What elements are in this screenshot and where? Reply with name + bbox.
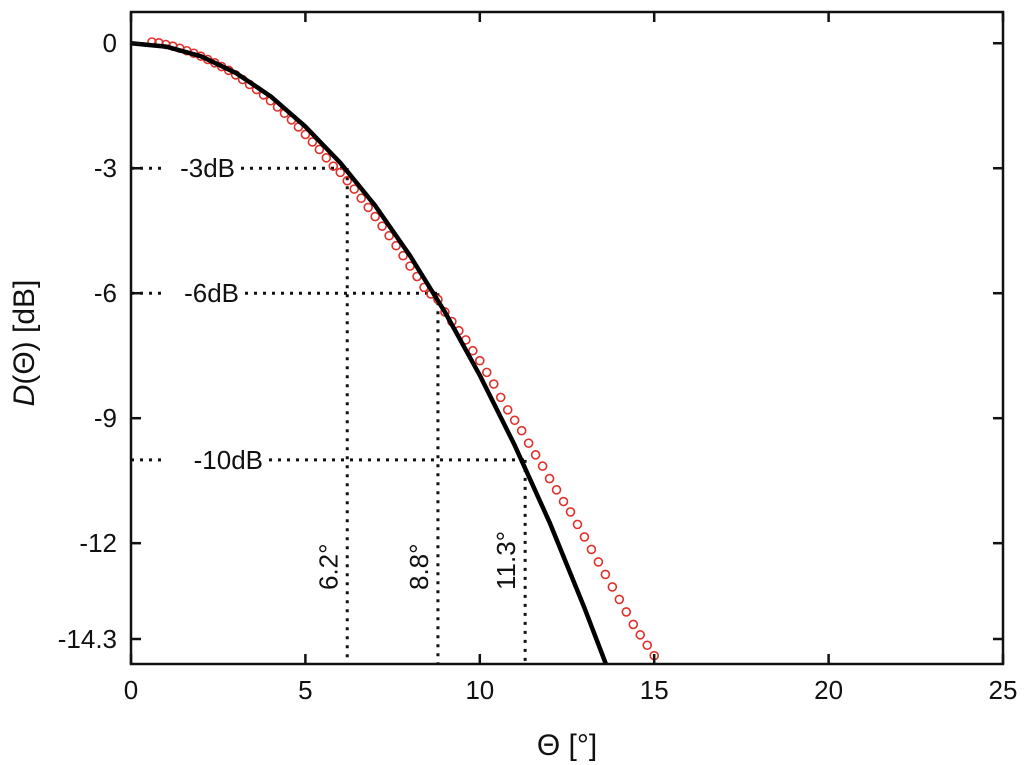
measured-point (502, 405, 513, 415)
measured-point (572, 519, 583, 530)
ticks-layer: 0 5 10 15 20 25 0 -3 -6 -9 -12 -14.3 (58, 12, 1018, 705)
measured-point (377, 221, 387, 231)
measured-point (523, 438, 534, 448)
measured-point (565, 507, 576, 517)
measured-point (384, 230, 394, 241)
measured-point (370, 211, 380, 222)
x-tick-label: 0 (124, 675, 138, 705)
measured-point (356, 193, 367, 204)
measured-point (398, 250, 408, 261)
measured-point (474, 355, 485, 366)
measured-point (335, 167, 346, 178)
model-curve (131, 40, 609, 664)
angle-label: 8.8° (404, 543, 434, 590)
y-tick-label: -6 (94, 278, 117, 308)
measured-point (349, 184, 360, 194)
measured-point (391, 240, 401, 251)
measured-point (607, 582, 618, 592)
measured-point (314, 144, 325, 155)
measured-point (544, 473, 555, 484)
measured-point (300, 129, 311, 140)
measured-point (495, 392, 506, 403)
y-tick-label: -9 (94, 403, 117, 433)
plot-frame (129, 10, 1005, 666)
x-tick-label: 15 (640, 675, 669, 705)
measured-point (628, 619, 639, 630)
x-tick-label: 25 (989, 675, 1018, 705)
x-axis-title: Θ [°] (537, 729, 597, 762)
x-tick-label: 5 (298, 675, 312, 705)
measured-point (621, 607, 632, 617)
measured-point (642, 640, 653, 651)
y-tick-label: 0 (103, 28, 117, 58)
x-tick-label: 10 (465, 675, 494, 705)
measured-point (600, 569, 611, 580)
y-tick-label: -12 (79, 528, 117, 558)
y-tick-label: -3 (94, 153, 117, 183)
measured-point (328, 161, 339, 171)
measured-point (307, 137, 318, 147)
measured-point (558, 496, 569, 507)
measured-point (468, 345, 478, 356)
measured-point (488, 379, 499, 389)
measured-point (530, 450, 541, 460)
measured-point (586, 544, 597, 555)
x-tick-label: 20 (814, 675, 843, 705)
plot-layer (131, 37, 660, 664)
y-axis-title: D(Θ) [dB] (8, 280, 41, 407)
measured-point (614, 594, 625, 605)
measured-point (321, 153, 332, 163)
level-label: -10dB (194, 445, 263, 475)
measured-point (537, 461, 548, 471)
angle-label: 6.2° (313, 543, 343, 590)
measured-point (635, 630, 646, 640)
measured-point (551, 485, 562, 495)
level-label: -6dB (184, 278, 239, 308)
measured-point (593, 557, 604, 567)
measured-point (516, 425, 527, 436)
y-tick-label: -14.3 (58, 624, 117, 654)
y-axis-title-rest: (Θ) [dB] (8, 280, 41, 385)
measured-point (509, 415, 520, 426)
measured-point (579, 532, 590, 542)
y-axis-title-italic: D (8, 385, 41, 407)
measured-point (481, 367, 492, 378)
angle-label: 11.3° (491, 531, 521, 590)
axes-layer: -3dB -6dB -10dB 6.2° 8.8° 11.3° (129, 10, 1005, 666)
measured-point (342, 175, 353, 186)
level-label: -3dB (180, 153, 235, 183)
measured-point (363, 202, 373, 213)
